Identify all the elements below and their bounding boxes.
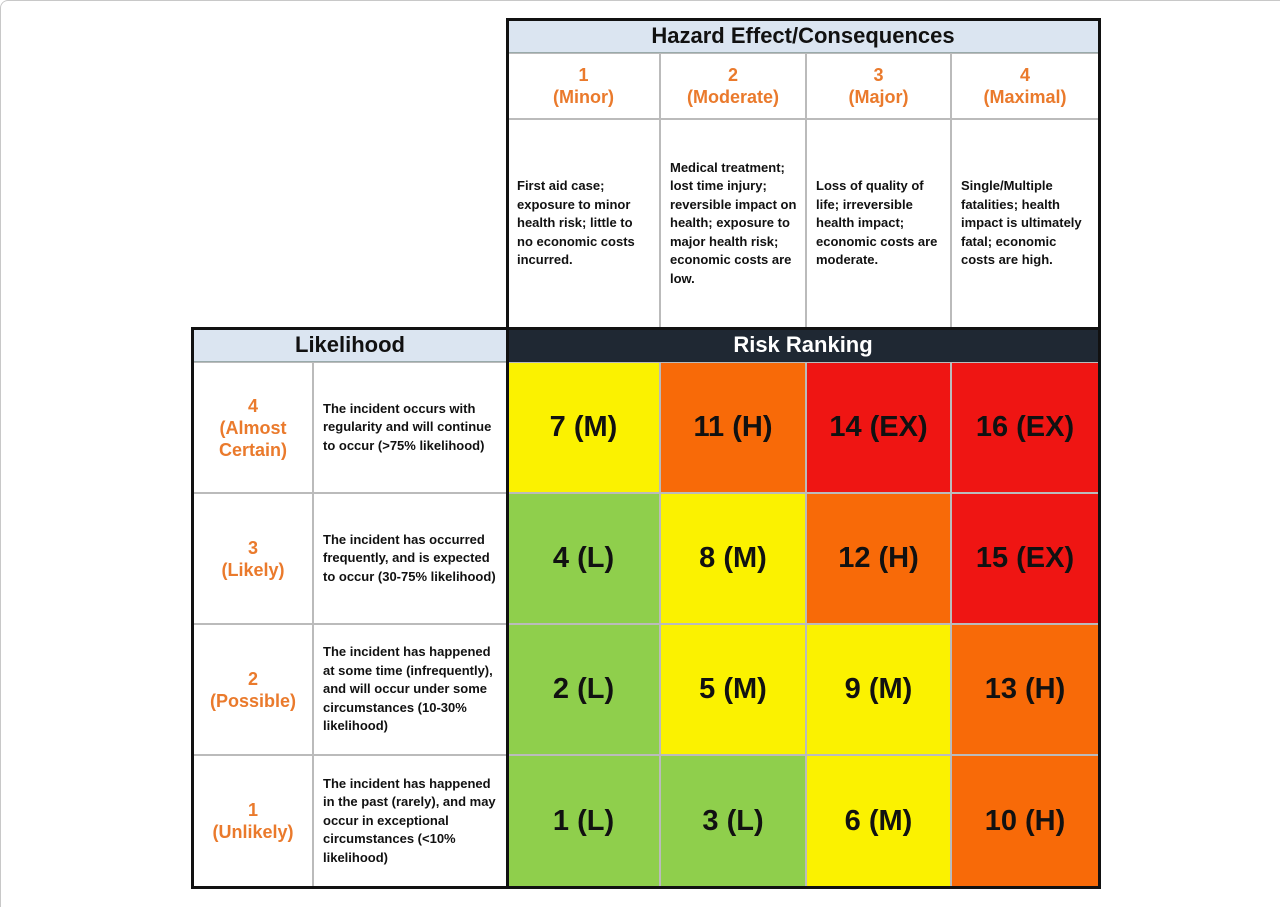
level-number: 3 [247,537,258,558]
risk-cell: 8 (M) [660,493,806,624]
risk-header: Risk Ranking [507,328,1099,362]
likelihood-header: Likelihood [193,328,507,362]
likelihood-description: The incident has happened at some time (… [313,624,507,755]
level-number: 4 [247,395,258,416]
risk-cell: 6 (M) [806,755,951,887]
level-name: (Maximal) [983,87,1067,107]
level-name: (Likely) [221,559,285,580]
risk-cell: 3 (L) [660,755,806,887]
level-name: (Minor) [553,87,614,107]
level-number: 2 [247,668,258,689]
consequence-level: 4 (Maximal) [951,53,1099,119]
level-number: 3 [873,65,884,85]
consequence-description: Single/Multiple fatalities; health impac… [951,119,1099,328]
likelihood-description: The incident has occurred frequently, an… [313,493,507,624]
level-name: (Major) [848,87,909,107]
risk-cell: 16 (EX) [951,362,1099,493]
level-name: (Almost Certain) [218,417,287,460]
likelihood-level: 3 (Likely) [193,493,313,624]
consequence-description: First aid case; exposure to minor health… [507,119,660,328]
level-number: 1 [578,65,589,85]
level-number: 4 [1019,65,1030,85]
consequence-level: 1 (Minor) [507,53,660,119]
risk-cell: 4 (L) [507,493,660,624]
risk-cell: 2 (L) [507,624,660,755]
consequence-level: 3 (Major) [806,53,951,119]
risk-cell: 11 (H) [660,362,806,493]
risk-cell: 13 (H) [951,624,1099,755]
consequence-title: Hazard Effect/Consequences [507,19,1099,53]
level-number: 2 [727,65,738,85]
risk-cell: 10 (H) [951,755,1099,887]
risk-cell: 15 (EX) [951,493,1099,624]
likelihood-description: The incident occurs with regularity and … [313,362,507,493]
likelihood-level: 2 (Possible) [193,624,313,755]
likelihood-level: 1 (Unlikely) [193,755,313,887]
risk-cell: 5 (M) [660,624,806,755]
risk-cell: 1 (L) [507,755,660,887]
risk-cell: 12 (H) [806,493,951,624]
level-name: (Unlikely) [212,822,294,842]
likelihood-level: 4 (Almost Certain) [193,362,313,493]
risk-cell: 7 (M) [507,362,660,493]
consequence-description: Loss of quality of life; irreversible he… [806,119,951,328]
level-number: 1 [247,800,258,820]
consequence-description: Medical treatment; lost time injury; rev… [660,119,806,328]
risk-cell: 9 (M) [806,624,951,755]
level-name: (Possible) [209,690,297,711]
risk-cell: 14 (EX) [806,362,951,493]
level-name: (Moderate) [686,87,779,107]
consequence-level: 2 (Moderate) [660,53,806,119]
likelihood-description: The incident has happened in the past (r… [313,755,507,887]
